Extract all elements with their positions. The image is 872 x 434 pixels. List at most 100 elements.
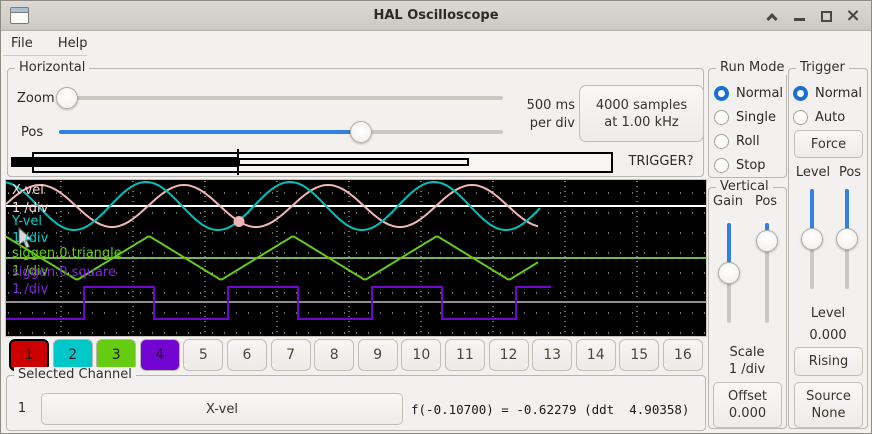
menubar-divider: [3, 55, 87, 56]
channel-button-7[interactable]: 7: [270, 339, 311, 371]
scope-channel-label: siggen.0.square: [12, 265, 116, 280]
selected-channel-group: Selected Channel: [6, 367, 706, 431]
waveform-canvas: [6, 180, 706, 336]
channel-button-6[interactable]: 6: [226, 339, 267, 371]
trigger-pos-knob[interactable]: [836, 228, 858, 250]
trigger-pos-fill: [845, 189, 849, 239]
window-menu-icon[interactable]: [10, 7, 29, 24]
scope-channel-label: 1 /div: [12, 264, 49, 279]
trigger-level-knob[interactable]: [801, 228, 823, 250]
horizontal-pos-slider[interactable]: [59, 121, 503, 143]
trigger-level-value: 0.000: [809, 328, 847, 343]
zoom-slider-track[interactable]: [59, 96, 503, 100]
trigger-edge-button[interactable]: Rising: [794, 347, 863, 376]
run-mode-group: Run Mode: [708, 60, 789, 178]
zoom-slider-knob[interactable]: [56, 87, 78, 109]
sample-rate-caption: 500 ms per div: [501, 97, 575, 133]
scope-channel-label: X-vel: [12, 183, 44, 198]
channel-button-4[interactable]: 4: [139, 339, 180, 371]
scale-caption: Scale: [729, 345, 765, 360]
gain-slider-fill: [727, 223, 731, 273]
menu-help[interactable]: Help: [57, 36, 88, 51]
trigger-position-marker: [237, 149, 239, 175]
radio-normal[interactable]: Normal: [793, 81, 865, 105]
channel-source-button[interactable]: X-vel: [41, 393, 403, 425]
offset-value: 0.000: [728, 406, 767, 421]
radio-selected-icon: [793, 85, 808, 101]
trigger-edge-label: Rising: [808, 354, 849, 369]
radio-roll[interactable]: Roll: [714, 129, 784, 153]
channel-button-10[interactable]: 10: [401, 339, 442, 371]
samples-button[interactable]: 4000 samples at 1.00 kHz: [579, 85, 704, 142]
trigger-level-fill: [810, 189, 814, 239]
radio-label: Single: [736, 109, 776, 125]
channel-button-13[interactable]: 13: [532, 339, 573, 371]
radio-icon: [714, 133, 729, 149]
close-x-icon: ×: [845, 5, 861, 26]
selected-channel-group-title: Selected Channel: [14, 367, 136, 382]
minimize-bar-icon: [793, 18, 805, 21]
vertical-pos-track[interactable]: [765, 223, 769, 323]
scope-display[interactable]: X-vel 1 /div Y-vel 1 /div siggen.0.triangle 1…: [5, 179, 707, 337]
rate-per-div-unit: per div: [529, 116, 575, 131]
window-title: HAL Oscilloscope: [373, 8, 499, 23]
capture-progress-bar: [238, 158, 469, 166]
channel-button-11[interactable]: 11: [444, 339, 485, 371]
selected-sample-marker: [233, 216, 245, 227]
minimize-icon[interactable]: [791, 8, 807, 24]
sample-readout: f(-0.10700) = -0.62279 (ddt 4.90358): [411, 402, 690, 417]
trigger-source-button[interactable]: Source None: [794, 382, 863, 428]
radio-label: Stop: [736, 157, 766, 173]
vertical-pos-knob[interactable]: [756, 230, 778, 252]
offset-button[interactable]: Offset 0.000: [713, 382, 782, 428]
trigger-level-slider[interactable]: [801, 189, 823, 289]
channel-button-2[interactable]: 2: [52, 339, 93, 371]
maximize-square-icon: [820, 10, 832, 22]
maximize-icon[interactable]: [818, 8, 834, 24]
pos-slider-knob[interactable]: [350, 121, 372, 143]
chevron-up-icon: [766, 13, 778, 25]
radio-auto[interactable]: Auto: [793, 105, 865, 129]
trigger-source-value: None: [811, 406, 846, 421]
gain-slider-knob[interactable]: [718, 262, 740, 284]
channel-button-16[interactable]: 16: [662, 339, 703, 371]
radio-icon: [714, 157, 729, 173]
radio-single[interactable]: Single: [714, 105, 784, 129]
rate-per-div: 500 ms: [526, 98, 575, 113]
close-icon[interactable]: ×: [845, 5, 861, 26]
trigger-group-title: Trigger: [796, 60, 849, 75]
scope-channel-label: 1 /div: [12, 231, 49, 246]
channel-button-5[interactable]: 5: [183, 339, 224, 371]
channel-button-9[interactable]: 9: [357, 339, 398, 371]
run-mode-group-title: Run Mode: [716, 60, 789, 75]
channel-button-8[interactable]: 8: [314, 339, 355, 371]
horizontal-group-title: Horizontal: [15, 60, 90, 75]
window-controls: ×: [764, 1, 861, 31]
radio-stop[interactable]: Stop: [714, 153, 784, 177]
vertical-pos-label: Pos: [754, 194, 778, 209]
radio-label: Normal: [736, 85, 784, 101]
samples-rate: at 1.00 kHz: [604, 114, 679, 130]
scope-channel-label: 1 /div: [12, 282, 49, 297]
radio-selected-icon: [714, 85, 729, 101]
radio-normal[interactable]: Normal: [714, 81, 784, 105]
trigger-status-label: TRIGGER?: [628, 154, 694, 169]
offset-label: Offset: [727, 389, 768, 404]
shade-icon[interactable]: [764, 8, 780, 25]
zoom-slider[interactable]: [56, 87, 503, 109]
menu-file[interactable]: File: [11, 36, 33, 51]
menubar: File Help: [1, 32, 871, 56]
scope-channel-label: 1 /div: [12, 201, 49, 216]
channel-button-14[interactable]: 14: [575, 339, 616, 371]
mouse-cursor-icon: [18, 226, 34, 249]
channel-button-15[interactable]: 15: [619, 339, 660, 371]
selected-channel-number: 1: [17, 401, 27, 416]
vertical-pos-slider[interactable]: [756, 223, 778, 323]
channel-button-3[interactable]: 3: [96, 339, 137, 371]
titlebar: HAL Oscilloscope ×: [1, 1, 871, 31]
trigger-pos-slider[interactable]: [836, 189, 858, 289]
channel-button-12[interactable]: 12: [488, 339, 529, 371]
samples-count: 4000 samples: [595, 97, 688, 113]
gain-slider[interactable]: [718, 223, 740, 323]
force-trigger-button[interactable]: Force: [794, 130, 863, 158]
